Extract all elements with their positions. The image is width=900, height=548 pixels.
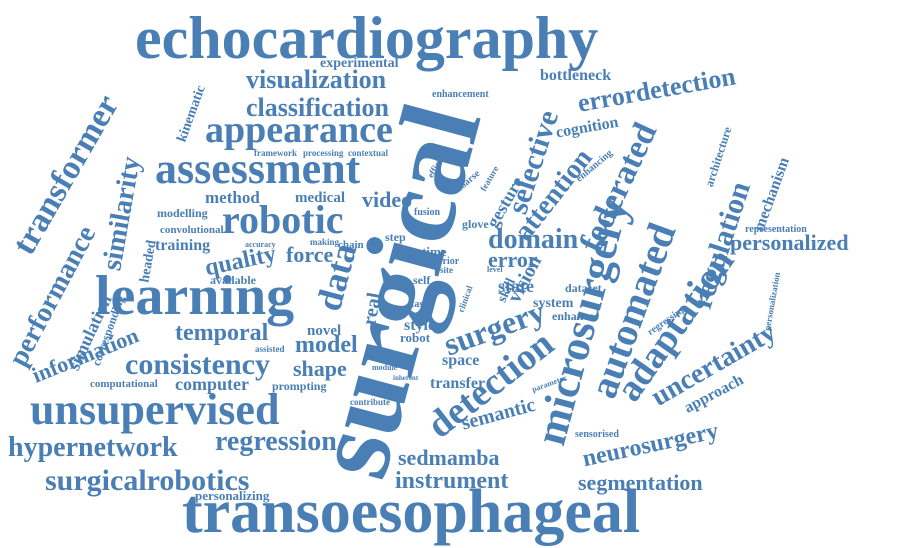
word-domain: domain — [488, 224, 579, 255]
word-step: step — [385, 230, 406, 244]
word-self: self — [413, 273, 431, 287]
word-learning: learning — [95, 265, 294, 327]
word-shape: shape — [293, 356, 347, 381]
word-neurosurgery: neurosurgery — [580, 418, 721, 472]
word-sensorised: sensorised — [575, 429, 619, 440]
word-method: method — [205, 188, 260, 207]
word-chain: chain — [338, 239, 364, 251]
word-computational: computational — [90, 378, 158, 390]
word-computer: computer — [175, 374, 249, 394]
word-robot: robot — [400, 330, 431, 345]
word-module: module — [372, 363, 398, 372]
word-consistency: consistency — [125, 348, 270, 381]
word-representation: representation — [745, 224, 807, 235]
word-making: making — [310, 237, 340, 247]
word-available: available — [210, 273, 257, 287]
word-processing: processing — [303, 148, 344, 158]
word-prompting: prompting — [272, 379, 326, 393]
word-enhancement: enhancement — [432, 89, 489, 100]
word-modelling: modelling — [157, 206, 208, 220]
word-force: force — [286, 242, 333, 267]
word-classification: classification — [246, 93, 390, 122]
word-segmentation: segmentation — [578, 470, 703, 495]
word-novel: novel — [307, 323, 341, 339]
word-visualization: visualization — [246, 65, 387, 94]
word-task: task — [411, 299, 429, 310]
word-model: model — [295, 332, 358, 358]
word-transoesophageal: transoesophageal — [182, 478, 640, 546]
word-accuracy: accuracy — [245, 240, 276, 249]
word-experimental: experimental — [320, 56, 399, 71]
word-level: level — [487, 265, 503, 274]
word-state: state — [498, 276, 534, 296]
word-architecture: architecture — [702, 124, 735, 188]
word-instrument: instrument — [395, 468, 508, 494]
word-site: site — [440, 265, 453, 275]
word-sedmamba: sedmamba — [398, 445, 499, 470]
word-personalized: personalized — [730, 230, 849, 255]
word-time: time — [422, 244, 447, 259]
word-temporal: temporal — [175, 320, 269, 346]
word-regression: regression — [215, 426, 337, 457]
word-framework: framework — [254, 148, 297, 158]
word-appearance: appearance — [205, 109, 393, 151]
word-dataset: dataset — [565, 281, 602, 295]
word-personalization: personalization — [762, 272, 782, 332]
word-fusion: fusion — [414, 207, 441, 218]
word-bottleneck: bottleneck — [540, 67, 611, 84]
word-mechanism: mechanism — [751, 155, 794, 234]
word-hypernetwork: hypernetwork — [8, 432, 178, 463]
word-similarity: similarity — [96, 154, 147, 273]
word-system: system — [533, 296, 574, 311]
word-style: style — [404, 317, 435, 334]
word-training: training — [155, 237, 210, 254]
word-enhance: enhance — [552, 309, 595, 323]
word-convolutional: convolutional — [160, 224, 224, 236]
word-medical: medical — [295, 190, 345, 206]
word-prior: prior — [437, 256, 460, 267]
word-inherent: inherent — [393, 374, 419, 382]
word-contextual: contextual — [348, 148, 388, 158]
word-video: video — [362, 187, 412, 212]
word-transfer: transfer — [430, 375, 485, 392]
word-glove: glove — [462, 217, 489, 231]
word-space: space — [442, 352, 479, 369]
word-contribute: contribute — [350, 397, 390, 407]
word-kinematic: kinematic — [175, 83, 209, 144]
word-unsupervised: unsupervised — [30, 385, 279, 434]
word-personalizing: personalizing — [195, 488, 270, 503]
word-robotic: robotic — [222, 197, 343, 242]
word-error: error — [488, 247, 538, 272]
word-echocardiography: echocardiography — [135, 5, 598, 71]
word-assessment: assessment — [155, 144, 361, 193]
word-surgicalrobotics: surgicalrobotics — [45, 464, 249, 497]
word-headed: headed — [137, 239, 159, 284]
word-assisted: assisted — [255, 344, 285, 354]
